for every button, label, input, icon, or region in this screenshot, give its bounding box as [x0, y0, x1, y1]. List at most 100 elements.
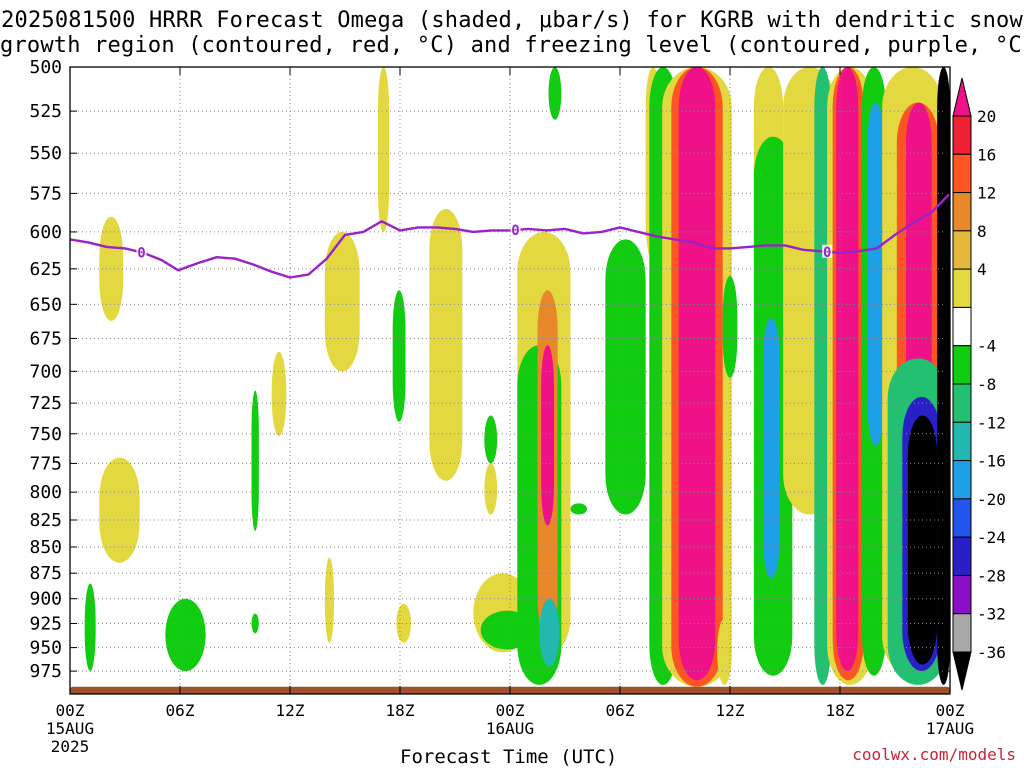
- omega-region-6: [251, 390, 259, 531]
- y-tick-label-950: 950: [29, 638, 62, 659]
- omega-region-24: [605, 239, 646, 515]
- colorbar-label-8: -16: [977, 452, 1006, 471]
- colorbar-label-7: -12: [977, 413, 1006, 432]
- colorbar-bottom-arrow: [952, 651, 972, 691]
- freezing-level-label-2: 0: [823, 245, 831, 261]
- colorbar-bin-9: [952, 421, 972, 462]
- y-tick-label-575: 575: [29, 183, 62, 204]
- y-tick-label-675: 675: [29, 328, 62, 349]
- colorbar-bin-2: [952, 153, 972, 194]
- colorbar-bin-14: [952, 613, 972, 653]
- omega-region-4: [165, 598, 206, 672]
- colorbar-label-9: -20: [977, 490, 1006, 509]
- colorbar-bin-13: [952, 574, 972, 615]
- x-tick-label-36: 12Z: [716, 701, 745, 720]
- omega-region-7: [271, 351, 287, 437]
- x-tick-label-6: 06Z: [166, 701, 195, 720]
- colorbar-bin-12: [952, 536, 972, 576]
- x-axis-title: Forecast Time (UTC): [400, 746, 618, 768]
- colorbar-bin-5: [952, 268, 972, 308]
- colorbar-label-11: -28: [977, 566, 1006, 585]
- y-tick-label-725: 725: [29, 393, 62, 414]
- x-tick-label-48: 00Z: [936, 701, 965, 720]
- y-tick-label-525: 525: [29, 101, 62, 122]
- colorbar-label-6: -8: [977, 375, 996, 394]
- omega-region-22: [539, 598, 560, 667]
- colorbar-bin-6: [952, 306, 972, 347]
- colorbar-label-12: -32: [977, 605, 1006, 624]
- freezing-level-label-bg-0: [136, 245, 147, 259]
- omega-region-32: [717, 618, 732, 685]
- y-tick-label-800: 800: [29, 482, 62, 503]
- omega-region-9: [378, 67, 389, 232]
- colorbar: 20 16 12 8 4 -4 -8 -12 -16 -20 -24 -28 -32 -36: [952, 77, 1006, 691]
- x-tick-date-48: 17AUG: [926, 719, 974, 738]
- colorbar-bin-10: [952, 460, 972, 500]
- x-tick-label-0: 00Z: [56, 701, 85, 720]
- colorbar-label-10: -24: [977, 528, 1006, 547]
- freezing-level-line: [69, 192, 951, 279]
- colorbar-label-3: 8: [977, 222, 987, 241]
- x-tick-label-30: 06Z: [606, 701, 635, 720]
- omega-region-25: [570, 503, 587, 515]
- colorbar-label-4: 4: [977, 260, 987, 279]
- omega-region-15: [484, 415, 498, 464]
- chart-title-line1: 2025081500 HRRR Forecast Omega (shaded, …: [1, 8, 1023, 33]
- x-tick-date-0: 15AUG: [46, 719, 94, 738]
- freezing-level-label-bg-1: [510, 222, 521, 236]
- colorbar-label-1: 16: [977, 145, 996, 164]
- omega-region-1: [99, 216, 124, 321]
- omega-region-2: [99, 457, 140, 563]
- x-tick-label-12: 12Z: [276, 701, 305, 720]
- colorbar-bin-7: [952, 345, 972, 385]
- y-tick-label-775: 775: [29, 453, 62, 474]
- omega-region-8: [324, 231, 360, 372]
- omega-region-12: [392, 290, 406, 422]
- omega-region-37: [814, 67, 831, 685]
- y-tick-label-925: 925: [29, 613, 62, 634]
- x-tick-label-42: 18Z: [826, 701, 855, 720]
- y-tick-label-500: 500: [29, 57, 62, 78]
- y-tick-label-750: 750: [29, 424, 62, 445]
- omega-region-35: [763, 318, 780, 579]
- freezing-level-label-1: 0: [511, 223, 519, 239]
- x-tick-label-24: 00Z: [496, 701, 525, 720]
- omega-region-5: [251, 613, 259, 634]
- plot-axes: 500 525 550 575 600 625 650 675 700 725 750 775 800 8…: [29, 57, 974, 756]
- omega-region-40: [836, 67, 859, 672]
- omega-region-49: [937, 67, 950, 685]
- omega-region-21: [541, 345, 554, 526]
- omega-shading: [70, 67, 950, 694]
- x-tick-date-24: 16AUG: [486, 719, 534, 738]
- colorbar-bin-4: [952, 230, 972, 270]
- chart-title-line2: growth region (contoured, red, °C) and f…: [0, 33, 1024, 58]
- omega-region-13: [429, 209, 463, 481]
- x-tick-year-0: 2025: [51, 737, 90, 756]
- colorbar-bin-3: [952, 192, 972, 232]
- y-tick-label-875: 875: [29, 563, 62, 584]
- omega-region-30: [678, 67, 716, 681]
- freezing-level-label-0: 0: [137, 245, 145, 261]
- omega-region-23: [548, 67, 562, 120]
- y-tick-label-975: 975: [29, 661, 62, 682]
- colorbar-label-0: 20: [977, 107, 996, 126]
- y-tick-label-650: 650: [29, 294, 62, 315]
- credit-text: coolwx.com/models: [852, 745, 1016, 764]
- y-tick-label-625: 625: [29, 259, 62, 280]
- y-tick-label-550: 550: [29, 143, 62, 164]
- y-tick-label-825: 825: [29, 510, 62, 531]
- x-tick-label-18: 18Z: [386, 701, 415, 720]
- y-tick-label-700: 700: [29, 361, 62, 382]
- colorbar-bin-8: [952, 383, 972, 423]
- omega-region-48: [907, 415, 938, 665]
- omega-region-31: [722, 276, 738, 378]
- omega-region-16: [484, 463, 498, 515]
- omega-region-11: [396, 603, 411, 643]
- y-tick-label-850: 850: [29, 537, 62, 558]
- colorbar-label-2: 12: [977, 184, 996, 203]
- colorbar-label-13: -36: [977, 643, 1006, 662]
- y-tick-label-600: 600: [29, 222, 62, 243]
- omega-region-10: [324, 557, 334, 643]
- colorbar-bin-1: [952, 115, 972, 155]
